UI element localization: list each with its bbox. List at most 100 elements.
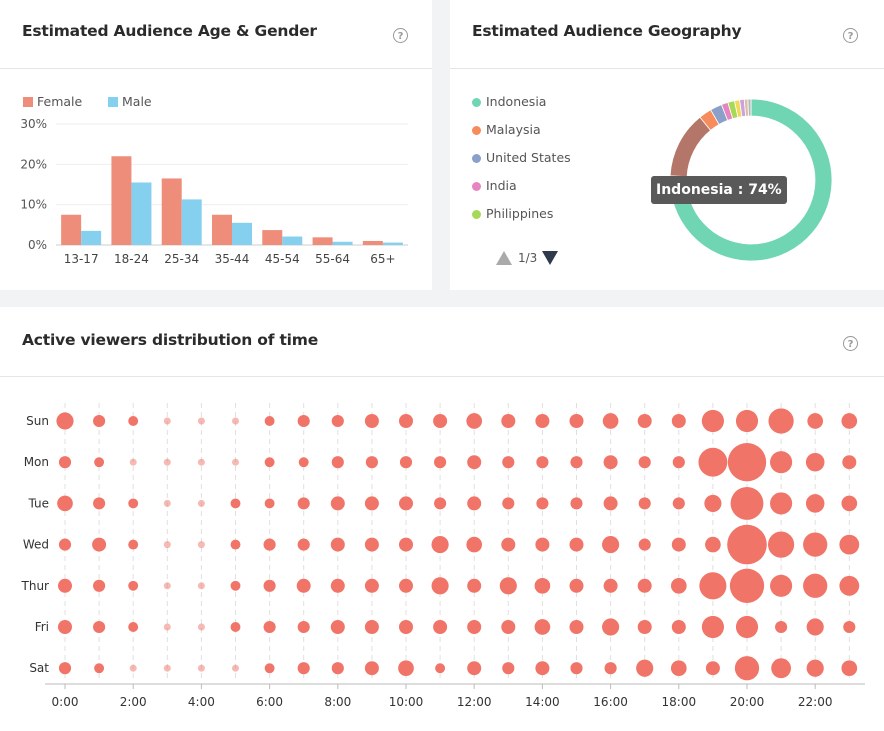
pager-label: 1/3 [518,251,538,265]
viewer-dot [839,534,860,555]
viewer-dot [705,661,720,676]
viewer-dot [364,661,379,676]
viewer-dot [843,620,856,634]
bar-female [262,230,283,245]
donut-slice [669,116,712,178]
viewer-dot [297,497,310,510]
viewer-dot [197,623,205,631]
viewer-dot [770,451,793,474]
y-tick-label: Thur [21,579,50,593]
viewer-dot [298,457,309,468]
viewer-dot [467,661,482,676]
viewer-dot [467,578,482,593]
viewer-dot [535,537,550,552]
viewer-dot [603,578,618,593]
bar-male [232,222,252,245]
viewer-dot [365,456,378,469]
y-tick-label: Sat [29,661,49,675]
viewer-dot [197,582,205,590]
viewer-dot [839,575,860,596]
viewer-dot [364,620,379,634]
legend-male[interactable]: Male [122,94,152,109]
viewer-dot [807,413,824,429]
viewer-dot [637,620,652,634]
x-tick-label: 13-17 [64,252,99,266]
viewer-dot [263,579,276,592]
x-tick-label: 16:00 [593,695,628,709]
y-tick-label: Wed [23,538,49,552]
viewer-dot [163,499,171,507]
bar-male [131,182,152,245]
viewer-dot [569,537,584,552]
viewer-dot [569,414,584,428]
viewer-dot [230,539,241,550]
viewer-dot [536,497,549,510]
viewer-dot [129,664,137,672]
legend-dot-india [472,182,481,191]
viewer-dot [771,658,791,679]
legend-dot-malaysia [472,126,481,135]
viewer-dot [638,538,651,551]
viewer-dot [638,456,651,469]
viewer-dot [502,662,515,675]
viewer-dot [94,663,105,674]
bar-female [111,156,132,245]
pager-down-icon[interactable] [542,251,558,265]
viewer-dot [841,495,858,512]
y-tick-label: 30% [20,117,47,131]
viewer-dot [364,578,379,593]
viewer-dot [331,456,344,469]
bar-female [161,178,182,245]
viewer-dot [535,414,550,428]
viewer-dot [434,456,447,469]
viewer-dot [232,664,239,672]
viewer-dot [698,447,728,477]
pager-up-icon[interactable] [496,251,512,265]
bar-male [181,199,202,245]
active-viewers-title: Active viewers distribution of time [22,331,319,349]
viewer-dot [502,456,515,469]
x-tick-label: 0:00 [52,695,79,709]
bar-male [332,241,353,245]
viewer-dot [699,572,727,600]
legend-malaysia[interactable]: Malaysia [486,122,541,137]
viewer-dot [58,578,72,593]
bar-female [61,214,82,245]
y-tick-label: Mon [24,455,49,469]
x-tick-label: 65+ [370,252,395,266]
donut-slice [747,98,752,117]
viewer-dot [775,620,788,634]
legend-united-states[interactable]: United States [486,150,571,165]
viewer-dot [264,498,275,509]
legend-female[interactable]: Female [37,94,83,109]
viewer-dot [264,663,275,674]
viewer-dot [841,660,858,677]
bar-male [81,230,102,245]
viewer-dot [230,622,241,632]
viewer-dot [128,539,139,550]
legend-india[interactable]: India [486,178,517,193]
x-tick-label: 22:00 [798,695,833,709]
viewer-dot [502,497,515,510]
viewer-dot [841,413,858,429]
age-gender-card: Estimated Audience Age & Gender ? Female… [0,0,432,290]
viewer-dot [729,568,765,603]
help-icon[interactable]: ? [843,28,858,43]
viewer-dot [264,457,275,468]
viewer-dot [805,452,825,472]
viewer-dot [398,660,414,677]
viewer-dot [435,663,446,674]
viewer-dot [637,578,652,593]
help-icon[interactable]: ? [393,28,408,43]
viewer-dot [637,414,652,428]
help-icon[interactable]: ? [843,336,858,351]
viewer-dot [58,456,72,469]
age-gender-bar-chart: 0% 10% 20% 30% 13-17 18-24 25-34 35-44 45-54 55-6… [20,117,408,266]
viewer-dot [431,577,449,595]
legend-philippines[interactable]: Philippines [486,206,554,221]
legend-indonesia[interactable]: Indonesia [486,94,547,109]
x-tick-label: 25-34 [164,252,199,266]
viewer-dot [499,577,517,595]
viewer-dot [602,413,619,429]
viewer-dot [128,498,139,509]
